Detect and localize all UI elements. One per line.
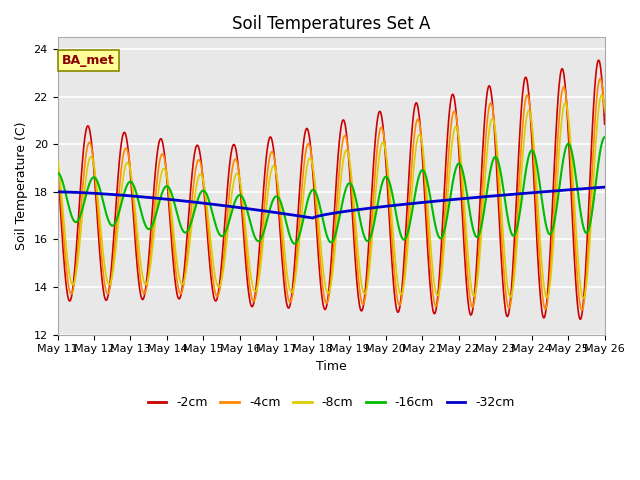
Y-axis label: Soil Temperature (C): Soil Temperature (C)	[15, 121, 28, 250]
Line: -16cm: -16cm	[58, 137, 605, 244]
-16cm	[547, 231, 554, 237]
-4cm	[578, 307, 586, 313]
Title: Soil Temperatures Set A: Soil Temperatures Set A	[232, 15, 430, 33]
-8cm	[601, 105, 609, 111]
-8cm	[598, 92, 605, 98]
-16cm	[261, 226, 269, 232]
-32cm	[309, 215, 317, 221]
-16cm	[54, 170, 61, 176]
-4cm	[261, 199, 269, 205]
-16cm	[575, 192, 582, 198]
-2cm	[560, 73, 568, 79]
-4cm	[123, 146, 131, 152]
-4cm	[601, 109, 609, 115]
-16cm	[601, 134, 609, 140]
-32cm	[547, 188, 554, 194]
-4cm	[596, 76, 604, 82]
-4cm	[54, 157, 61, 163]
-16cm	[291, 241, 298, 247]
-16cm	[123, 182, 131, 188]
-32cm	[261, 208, 269, 214]
-8cm	[560, 102, 568, 108]
-4cm	[546, 274, 554, 280]
Line: -4cm: -4cm	[58, 79, 605, 310]
-8cm	[579, 296, 587, 301]
-2cm	[574, 304, 582, 310]
Legend: -2cm, -4cm, -8cm, -16cm, -32cm: -2cm, -4cm, -8cm, -16cm, -32cm	[143, 391, 520, 414]
X-axis label: Time: Time	[316, 360, 346, 373]
-32cm	[601, 184, 609, 190]
-8cm	[123, 160, 131, 166]
-32cm	[364, 205, 372, 211]
-2cm	[54, 163, 61, 168]
-16cm	[561, 150, 568, 156]
Line: -2cm: -2cm	[58, 60, 605, 319]
-2cm	[601, 121, 609, 127]
-2cm	[123, 138, 131, 144]
-2cm	[364, 259, 371, 265]
-32cm	[123, 192, 131, 198]
-2cm	[546, 253, 554, 259]
-4cm	[560, 84, 568, 90]
Line: -32cm: -32cm	[58, 187, 605, 218]
-8cm	[546, 282, 554, 288]
Line: -8cm: -8cm	[58, 95, 605, 299]
Text: BA_met: BA_met	[62, 54, 115, 67]
-8cm	[54, 157, 61, 163]
-2cm	[261, 171, 269, 177]
-8cm	[261, 222, 269, 228]
-16cm	[364, 238, 372, 244]
-4cm	[364, 276, 371, 282]
-32cm	[54, 189, 61, 195]
-32cm	[575, 186, 582, 192]
-32cm	[561, 187, 568, 193]
-2cm	[595, 57, 602, 63]
-2cm	[577, 316, 584, 322]
-8cm	[574, 253, 582, 259]
-8cm	[364, 281, 371, 287]
-4cm	[574, 281, 582, 287]
